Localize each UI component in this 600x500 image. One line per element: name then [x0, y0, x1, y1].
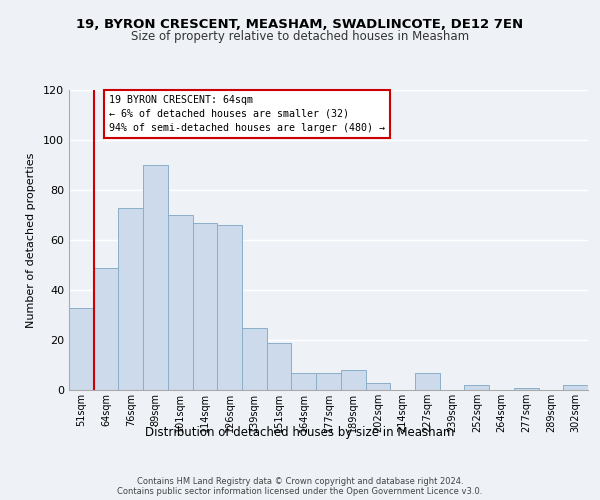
Bar	[464, 385, 489, 390]
Bar	[316, 372, 341, 390]
Bar	[292, 372, 316, 390]
Y-axis label: Number of detached properties: Number of detached properties	[26, 152, 36, 328]
Bar	[415, 372, 440, 390]
Bar	[242, 328, 267, 390]
Bar	[193, 222, 217, 390]
Bar	[69, 308, 94, 390]
Text: Contains HM Land Registry data © Crown copyright and database right 2024.: Contains HM Land Registry data © Crown c…	[137, 476, 463, 486]
Text: 19, BYRON CRESCENT, MEASHAM, SWADLINCOTE, DE12 7EN: 19, BYRON CRESCENT, MEASHAM, SWADLINCOTE…	[76, 18, 524, 30]
Bar	[365, 382, 390, 390]
Bar	[118, 208, 143, 390]
Text: Contains public sector information licensed under the Open Government Licence v3: Contains public sector information licen…	[118, 486, 482, 496]
Bar	[143, 165, 168, 390]
Bar	[217, 225, 242, 390]
Bar	[341, 370, 365, 390]
Bar	[267, 342, 292, 390]
Bar	[563, 385, 588, 390]
Bar	[168, 215, 193, 390]
Bar	[514, 388, 539, 390]
Bar	[94, 268, 118, 390]
Text: Size of property relative to detached houses in Measham: Size of property relative to detached ho…	[131, 30, 469, 43]
Text: 19 BYRON CRESCENT: 64sqm
← 6% of detached houses are smaller (32)
94% of semi-de: 19 BYRON CRESCENT: 64sqm ← 6% of detache…	[109, 95, 385, 133]
Text: Distribution of detached houses by size in Measham: Distribution of detached houses by size …	[145, 426, 455, 439]
